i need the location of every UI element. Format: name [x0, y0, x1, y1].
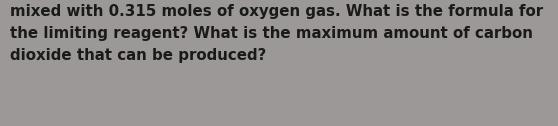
- Text: For the following reaction, 0.319 moles of carbon monoxide are
mixed with 0.315 : For the following reaction, 0.319 moles …: [10, 0, 548, 63]
